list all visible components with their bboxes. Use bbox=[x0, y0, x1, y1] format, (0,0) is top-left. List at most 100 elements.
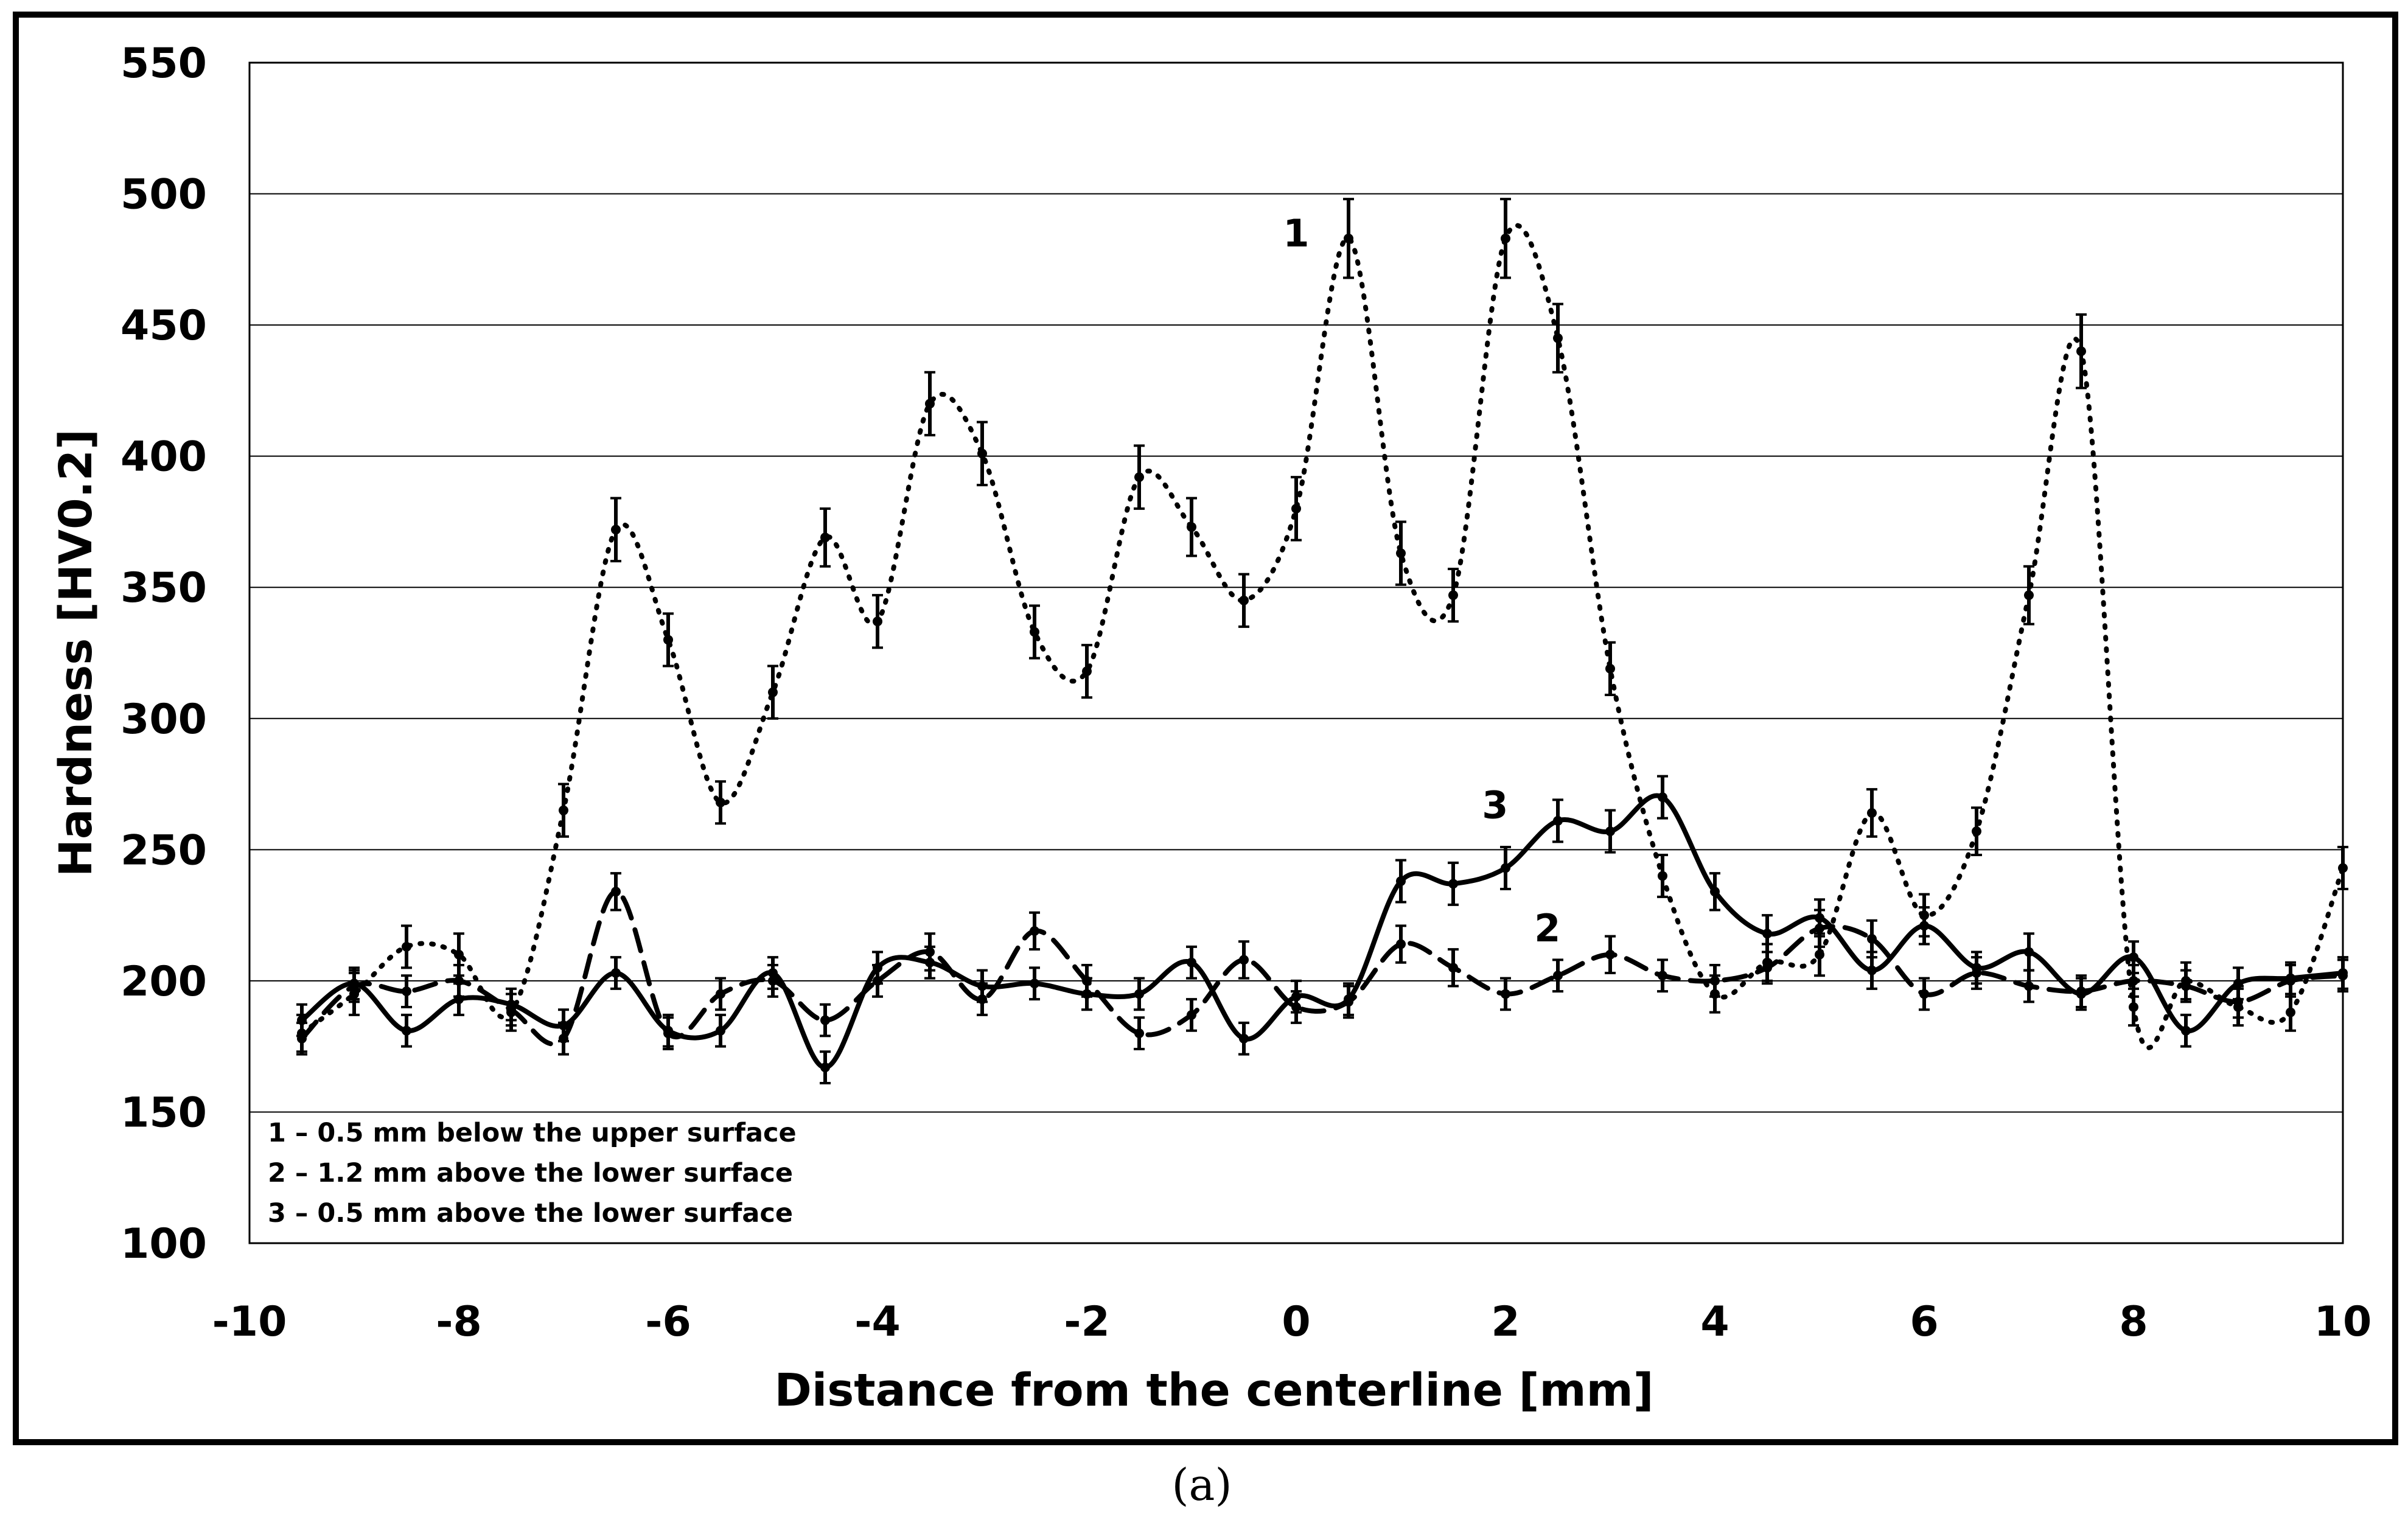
data-point-3 bbox=[2076, 989, 2086, 999]
data-point-1 bbox=[2024, 590, 2034, 601]
data-point-1 bbox=[716, 797, 725, 807]
data-point-2 bbox=[1239, 955, 1249, 965]
data-point-1 bbox=[977, 448, 987, 459]
outer-frame bbox=[13, 12, 2398, 1445]
x-tick-label: -6 bbox=[645, 1298, 691, 1346]
gridlines bbox=[250, 193, 2343, 1113]
data-point-1 bbox=[1291, 503, 1301, 514]
data-point-3 bbox=[454, 994, 464, 1005]
x-tick-labels: -10 -8 -6 -4 -2 0 2 4 6 8 10 bbox=[212, 1298, 2372, 1346]
data-point-3 bbox=[506, 999, 516, 1010]
y-tick-label: 150 bbox=[120, 1089, 207, 1137]
error-bars bbox=[296, 198, 2348, 1085]
legend-entry-3: 3 – 0.5 mm above the lower surface bbox=[268, 1198, 793, 1229]
data-point-2 bbox=[1396, 939, 1406, 949]
data-point-1 bbox=[820, 532, 830, 543]
data-point-3 bbox=[2024, 947, 2034, 957]
data-point-3 bbox=[1291, 991, 1301, 1002]
y-tick-label: 300 bbox=[120, 696, 207, 744]
y-tick-label: 350 bbox=[120, 564, 207, 612]
y-tick-label: 500 bbox=[120, 171, 207, 219]
data-point-2 bbox=[611, 887, 621, 897]
x-tick-label: 6 bbox=[1910, 1298, 1938, 1346]
data-point-2 bbox=[402, 986, 411, 997]
y-tick-label: 100 bbox=[120, 1220, 207, 1268]
series-label-3: 3 bbox=[1482, 783, 1508, 828]
data-point-2 bbox=[1710, 975, 1720, 986]
data-point-2 bbox=[716, 989, 725, 999]
x-tick-label: -8 bbox=[436, 1298, 482, 1346]
data-point-3 bbox=[1501, 863, 1510, 873]
data-point-3 bbox=[2233, 978, 2243, 989]
data-point-1 bbox=[1867, 807, 1877, 818]
x-tick-label: 2 bbox=[1491, 1298, 1520, 1346]
data-point-2 bbox=[1501, 989, 1510, 999]
data-point-3 bbox=[1082, 989, 1092, 999]
y-axis-title: Hardness [HV0.2] bbox=[50, 429, 102, 877]
series-line-3 bbox=[299, 793, 2345, 1070]
data-point-1 bbox=[559, 805, 568, 815]
data-point-3 bbox=[402, 1025, 411, 1036]
data-point-3 bbox=[1187, 957, 1196, 968]
data-point-1 bbox=[2338, 863, 2348, 873]
data-point-1 bbox=[1815, 949, 1824, 960]
data-point-1 bbox=[1658, 871, 1667, 881]
data-point-3 bbox=[925, 957, 935, 968]
legend-entry-2: 2 – 1.2 mm above the lower surface bbox=[268, 1158, 793, 1188]
data-point-3 bbox=[1553, 815, 1563, 826]
data-point-1 bbox=[1239, 595, 1249, 605]
data-point-2 bbox=[1030, 926, 1039, 936]
series-label-2: 2 bbox=[1534, 906, 1560, 950]
data-point-2 bbox=[2129, 975, 2138, 986]
data-point-3 bbox=[663, 1025, 673, 1036]
data-point-3 bbox=[1919, 921, 1929, 931]
data-point-3 bbox=[1867, 965, 1877, 975]
plot-area bbox=[248, 61, 2344, 1244]
x-tick-label: -2 bbox=[1064, 1298, 1110, 1346]
data-point-3 bbox=[1762, 929, 1772, 939]
data-point-1 bbox=[873, 616, 882, 627]
data-point-3 bbox=[297, 1015, 307, 1025]
series-line-1 bbox=[299, 223, 2345, 1050]
data-point-3 bbox=[873, 963, 882, 973]
data-point-1 bbox=[1448, 590, 1458, 601]
data-point-1 bbox=[402, 941, 411, 952]
data-point-1 bbox=[1553, 333, 1563, 343]
data-point-3 bbox=[1344, 994, 1353, 1005]
data-point-3 bbox=[1658, 792, 1667, 803]
data-point-3 bbox=[1605, 826, 1615, 837]
legend: 1 – 0.5 mm below the upper surface 2 – 1… bbox=[268, 1118, 797, 1229]
data-point-2 bbox=[2024, 981, 2034, 991]
y-tick-label: 400 bbox=[120, 433, 207, 481]
data-point-1 bbox=[1396, 548, 1406, 559]
data-point-1 bbox=[2286, 1007, 2295, 1017]
data-point-1 bbox=[1082, 666, 1092, 677]
data-point-2 bbox=[1448, 963, 1458, 973]
data-point-2 bbox=[1187, 1010, 1196, 1020]
data-point-3 bbox=[611, 968, 621, 978]
data-point-1 bbox=[454, 949, 464, 960]
y-tick-label: 550 bbox=[120, 40, 207, 88]
y-tick-labels: 100 150 200 250 300 350 400 450 500 550 bbox=[120, 40, 207, 1268]
data-point-3 bbox=[1448, 879, 1458, 889]
data-point-2 bbox=[1553, 971, 1563, 981]
y-tick-label: 450 bbox=[120, 302, 207, 350]
data-point-2 bbox=[1134, 1028, 1144, 1039]
data-point-3 bbox=[1710, 887, 1720, 897]
data-point-3 bbox=[2338, 968, 2348, 978]
data-point-1 bbox=[1187, 522, 1196, 532]
data-point-3 bbox=[2181, 1025, 2191, 1036]
data-point-1 bbox=[1605, 663, 1615, 674]
x-tick-label: 0 bbox=[1282, 1298, 1310, 1346]
data-point-3 bbox=[977, 981, 987, 991]
figure-caption: (a) bbox=[1171, 1459, 1232, 1510]
data-point-3 bbox=[716, 1025, 725, 1036]
data-point-2 bbox=[1867, 933, 1877, 944]
data-point-2 bbox=[1919, 989, 1929, 999]
data-point-3 bbox=[349, 978, 359, 989]
legend-entry-1: 1 – 0.5 mm below the upper surface bbox=[268, 1118, 797, 1148]
x-tick-label: 8 bbox=[2119, 1298, 2148, 1346]
data-point-3 bbox=[820, 1062, 830, 1073]
x-tick-label: 4 bbox=[1700, 1298, 1729, 1346]
